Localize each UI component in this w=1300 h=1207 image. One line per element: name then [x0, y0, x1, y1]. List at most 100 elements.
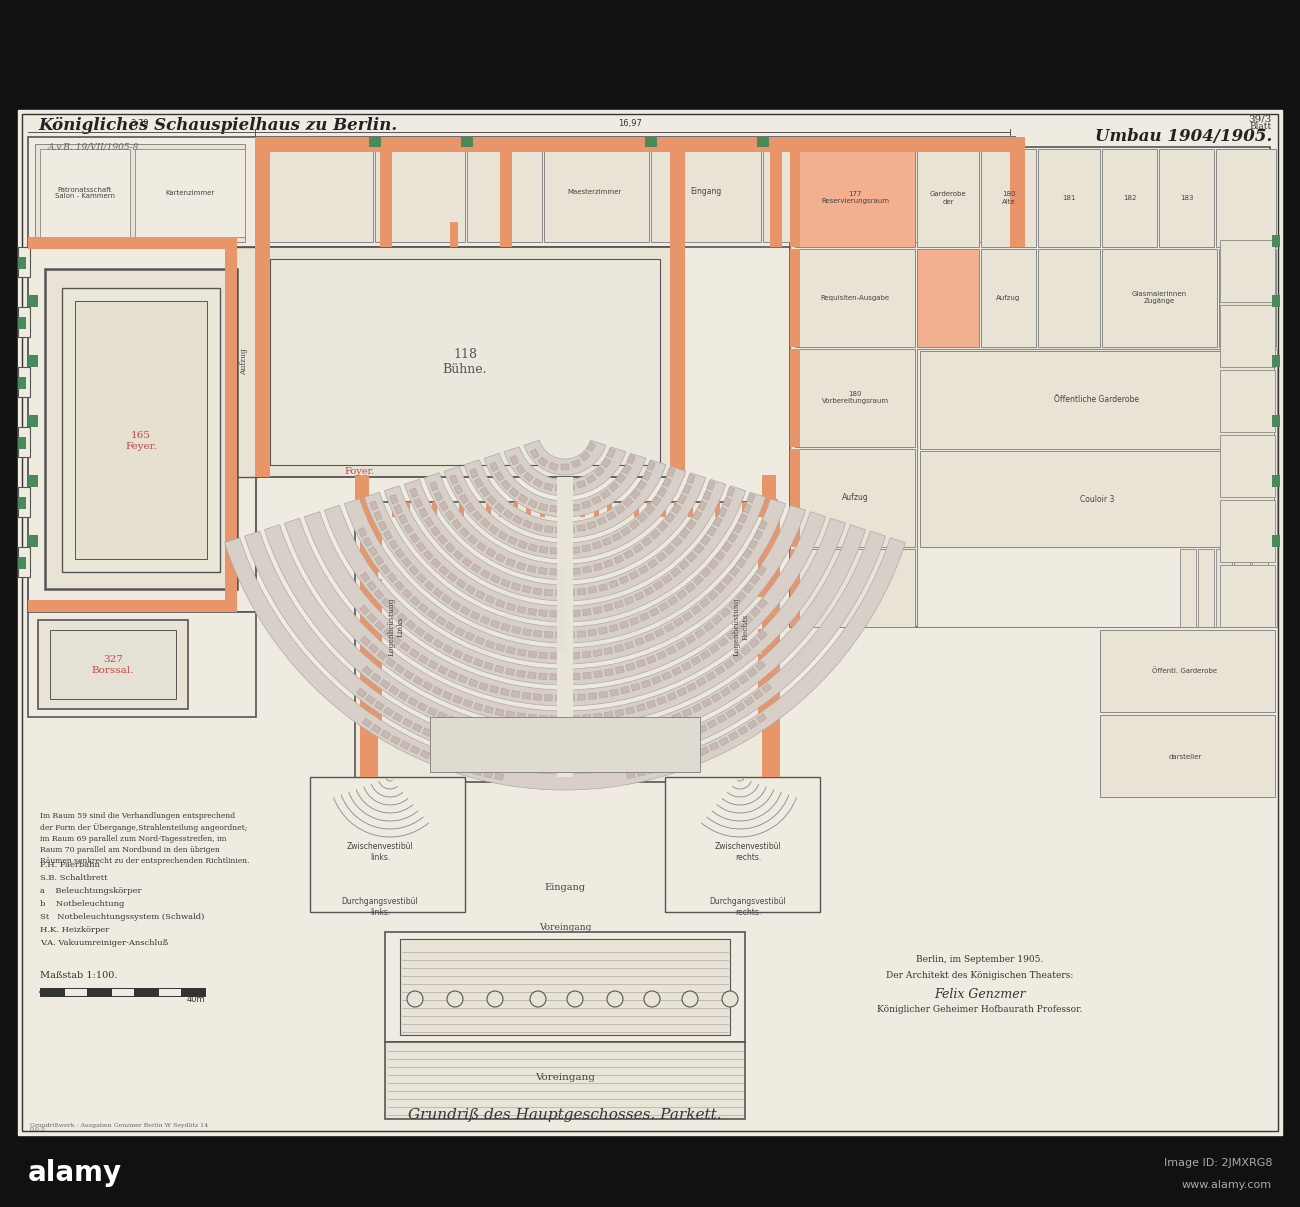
Bar: [516, 465, 525, 474]
Bar: [454, 484, 463, 495]
Bar: [677, 590, 686, 599]
Bar: [1199, 549, 1214, 626]
Bar: [668, 759, 679, 768]
Bar: [516, 670, 525, 677]
Bar: [715, 502, 720, 517]
Bar: [511, 690, 520, 698]
Bar: [18, 427, 30, 457]
Bar: [593, 649, 602, 657]
Bar: [555, 590, 564, 596]
Bar: [656, 651, 667, 659]
Text: A.v.B. 19/VII/1905-8: A.v.B. 19/VII/1905-8: [48, 142, 139, 152]
Bar: [540, 502, 545, 517]
Bar: [625, 663, 634, 671]
Bar: [447, 572, 458, 582]
Bar: [447, 716, 458, 724]
Bar: [451, 762, 462, 770]
Bar: [387, 572, 396, 583]
Bar: [637, 769, 646, 776]
Bar: [555, 526, 564, 533]
Bar: [567, 484, 575, 491]
Bar: [502, 480, 511, 490]
Bar: [651, 721, 662, 729]
Bar: [442, 594, 451, 604]
Text: Maesterzimmer: Maesterzimmer: [568, 189, 623, 196]
Bar: [1102, 249, 1217, 346]
Text: 39/3: 39/3: [1248, 113, 1271, 123]
Bar: [582, 544, 592, 552]
Bar: [594, 671, 602, 677]
Bar: [373, 511, 382, 520]
Bar: [495, 709, 504, 716]
Bar: [510, 488, 519, 497]
Bar: [18, 367, 30, 397]
Bar: [543, 142, 649, 241]
Bar: [659, 602, 668, 611]
Bar: [549, 462, 558, 471]
Bar: [447, 670, 458, 680]
Wedge shape: [385, 485, 746, 622]
Bar: [1271, 295, 1280, 307]
Bar: [577, 524, 585, 531]
Bar: [511, 733, 520, 740]
Bar: [500, 578, 511, 588]
Bar: [157, 989, 182, 996]
Bar: [1219, 305, 1275, 367]
Bar: [550, 611, 558, 617]
Bar: [424, 550, 433, 560]
Bar: [398, 613, 407, 623]
Bar: [663, 477, 672, 488]
Bar: [627, 455, 636, 465]
Bar: [555, 632, 564, 639]
Bar: [356, 688, 367, 698]
Text: 118
Bühne.: 118 Bühne.: [443, 348, 488, 377]
Bar: [796, 349, 915, 447]
Bar: [703, 622, 714, 631]
Bar: [413, 498, 423, 508]
Bar: [645, 634, 654, 642]
Bar: [582, 566, 592, 573]
Bar: [406, 620, 416, 630]
Text: 16,97: 16,97: [618, 119, 642, 128]
Text: darsteller: darsteller: [1169, 754, 1201, 760]
Bar: [360, 507, 378, 777]
Bar: [724, 659, 734, 669]
Bar: [742, 549, 753, 559]
Bar: [637, 513, 647, 523]
Bar: [670, 138, 685, 247]
Bar: [686, 553, 697, 562]
Bar: [1100, 715, 1275, 797]
Text: Voreingang: Voreingang: [538, 922, 592, 932]
Bar: [46, 269, 237, 589]
Bar: [395, 664, 404, 674]
Bar: [399, 514, 407, 524]
Bar: [360, 572, 370, 582]
Bar: [680, 529, 689, 538]
Bar: [577, 694, 586, 700]
Bar: [389, 606, 399, 616]
Bar: [916, 148, 979, 247]
Bar: [620, 729, 629, 737]
Bar: [750, 607, 760, 617]
Text: Maßstab 1:100.: Maßstab 1:100.: [40, 970, 117, 980]
Bar: [763, 142, 842, 241]
Bar: [391, 502, 396, 517]
Bar: [452, 740, 463, 748]
Bar: [523, 735, 532, 741]
Bar: [550, 506, 559, 512]
Bar: [762, 683, 772, 693]
Bar: [646, 745, 656, 752]
Bar: [511, 583, 521, 590]
Bar: [604, 669, 614, 676]
Bar: [651, 142, 760, 241]
Bar: [602, 457, 611, 468]
Text: Grundrißwerk - Ausgaben Genzmer Berlin W Seydlitz 14: Grundrißwerk - Ausgaben Genzmer Berlin W…: [30, 1123, 208, 1129]
Bar: [18, 556, 26, 568]
Bar: [441, 758, 451, 766]
Bar: [712, 517, 723, 526]
Bar: [681, 661, 692, 671]
Text: www.alamy.com: www.alamy.com: [1182, 1180, 1271, 1190]
Bar: [604, 711, 614, 718]
Bar: [428, 660, 438, 670]
Bar: [365, 695, 376, 705]
